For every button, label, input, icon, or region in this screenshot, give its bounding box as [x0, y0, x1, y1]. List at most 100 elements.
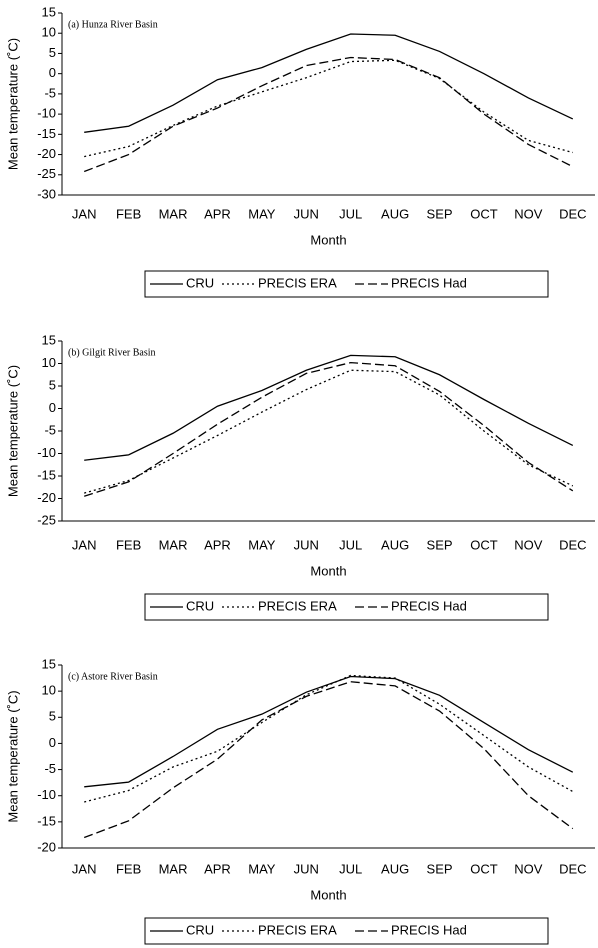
series-line [84, 354, 574, 461]
y-tick-label: -20 [37, 146, 56, 161]
legend-label: PRECIS ERA [258, 922, 337, 937]
x-tick-label: MAR [159, 206, 188, 221]
x-tick-label: JUN [294, 861, 319, 876]
legend-label: PRECIS Had [391, 275, 467, 290]
chart-title: (b) Gilgit River Basin [68, 347, 156, 358]
x-tick-label: MAY [248, 206, 276, 221]
panel: -20 -15 -10 -5 0 5 10 15 JAN FEB MAR APR MAY JUN JUL AU… [5, 656, 595, 945]
y-tick-label: 15 [42, 656, 56, 671]
series-line [84, 675, 574, 788]
x-tick-label: JUN [294, 537, 319, 552]
x-tick-label: JUN [294, 206, 319, 221]
legend: CRU PRECIS ERA PRECIS Had [144, 270, 549, 298]
panel: -30 -25 -20 -15 -10 -5 0 5 10 15 JAN FEB MAR APR MAY JU… [5, 4, 595, 298]
y-tick-label: -5 [44, 422, 56, 437]
x-tick-label: APR [204, 861, 231, 876]
x-tick-label: MAY [248, 861, 276, 876]
x-tick-label: SEP [427, 537, 453, 552]
y-tick-label: -5 [44, 85, 56, 100]
y-tick-label: -5 [44, 761, 56, 776]
x-tick-label: FEB [116, 206, 141, 221]
y-tick-label: 5 [49, 709, 56, 724]
y-tick-label: -25 [37, 166, 56, 181]
x-tick-label: NOV [514, 206, 543, 221]
y-tick-label: 15 [42, 332, 56, 347]
x-tick-label: JUL [339, 206, 362, 221]
x-tick-label: JUL [339, 861, 362, 876]
y-tick-label: 0 [49, 65, 56, 80]
x-tick-label: DEC [559, 537, 586, 552]
panel: -25 -20 -15 -10 -5 0 5 10 15 JAN FEB MAR APR MAY JUN JU… [5, 332, 595, 621]
legend-box [144, 593, 549, 621]
y-tick-label: 15 [42, 4, 56, 19]
x-tick-label: APR [204, 537, 231, 552]
legend-label: CRU [186, 275, 214, 290]
y-tick-label: -25 [37, 512, 56, 527]
y-tick-label: -10 [37, 787, 56, 802]
chart-title: (c) Astore River Basin [68, 671, 158, 682]
x-tick-label: MAR [159, 537, 188, 552]
y-tick-label: 0 [49, 400, 56, 415]
x-tick-label: FEB [116, 537, 141, 552]
x-tick-label: JAN [72, 206, 97, 221]
y-tick-label: -20 [37, 839, 56, 854]
x-tick-label: OCT [470, 206, 498, 221]
x-tick-label: AUG [381, 537, 409, 552]
x-tick-label: JAN [72, 537, 97, 552]
x-tick-label: DEC [559, 861, 586, 876]
x-tick-label: OCT [470, 861, 498, 876]
x-tick-label: OCT [470, 537, 498, 552]
x-axis-label: Month [310, 232, 346, 247]
y-tick-label: 10 [42, 683, 56, 698]
legend-label: PRECIS Had [391, 922, 467, 937]
x-tick-label: SEP [427, 861, 453, 876]
x-tick-label: AUG [381, 861, 409, 876]
x-tick-label: AUG [381, 206, 409, 221]
legend: CRU PRECIS ERA PRECIS Had [144, 593, 549, 621]
series-line [84, 59, 573, 158]
legend-box [144, 917, 549, 945]
legend-label: PRECIS Had [391, 598, 467, 613]
y-tick-label: -10 [37, 445, 56, 460]
series-line [83, 681, 574, 839]
x-tick-label: JAN [72, 861, 97, 876]
legend-label: CRU [186, 922, 214, 937]
y-tick-label: -30 [37, 186, 56, 201]
y-axis-label: Mean temperature (˚C) [5, 690, 20, 822]
y-tick-label: -20 [37, 490, 56, 505]
y-tick-label: 10 [42, 355, 56, 370]
y-tick-label: -15 [37, 467, 56, 482]
series-line [84, 369, 574, 494]
x-tick-label: SEP [427, 206, 453, 221]
series-line [83, 56, 574, 173]
x-tick-label: JUL [339, 537, 362, 552]
legend-label: PRECIS ERA [258, 275, 337, 290]
legend-label: CRU [186, 598, 214, 613]
series-line [84, 674, 574, 803]
x-axis-label: Month [310, 563, 346, 578]
y-axis-label: Mean temperature (˚C) [5, 38, 20, 170]
y-tick-label: 5 [49, 45, 56, 60]
y-tick-label: -15 [37, 813, 56, 828]
x-tick-label: MAY [248, 537, 276, 552]
legend-box [144, 270, 549, 298]
x-tick-label: NOV [514, 537, 543, 552]
y-tick-label: 5 [49, 377, 56, 392]
y-tick-label: 0 [49, 735, 56, 750]
x-tick-label: FEB [116, 861, 141, 876]
legend: CRU PRECIS ERA PRECIS Had [144, 917, 549, 945]
y-tick-label: 10 [42, 25, 56, 40]
series-line [84, 33, 574, 133]
x-tick-label: MAR [159, 861, 188, 876]
chart-title: (a) Hunza River Basin [68, 19, 158, 30]
x-tick-label: NOV [514, 861, 543, 876]
x-tick-label: APR [204, 206, 231, 221]
x-tick-label: DEC [559, 206, 586, 221]
y-tick-label: -15 [37, 126, 56, 141]
x-axis-label: Month [310, 887, 346, 902]
legend-label: PRECIS ERA [258, 598, 337, 613]
series-line [84, 361, 574, 497]
y-axis-label: Mean temperature (˚C) [5, 365, 20, 497]
y-tick-label: -10 [37, 106, 56, 121]
